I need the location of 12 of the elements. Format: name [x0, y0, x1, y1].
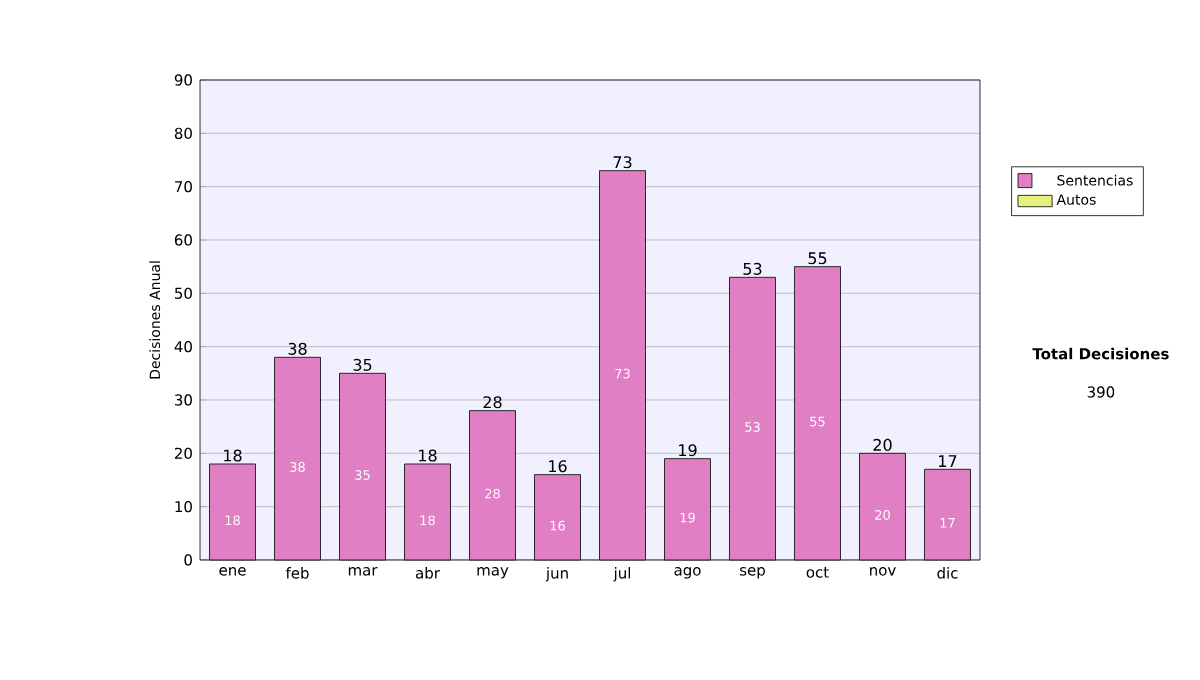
total-label: 19 [679, 444, 697, 457]
total-label: 38 [288, 342, 307, 355]
total-label: 35 [353, 358, 372, 371]
total-label: 16 [549, 460, 567, 473]
total-label: 73 [613, 156, 632, 169]
total-label: 17 [939, 455, 957, 467]
total-label: 53 [743, 262, 762, 275]
total-label: 20 [873, 438, 892, 451]
total-label: 18 [419, 449, 437, 462]
total-label: 18 [224, 449, 242, 462]
total-label: 28 [483, 396, 502, 409]
total-label: 55 [808, 252, 827, 265]
